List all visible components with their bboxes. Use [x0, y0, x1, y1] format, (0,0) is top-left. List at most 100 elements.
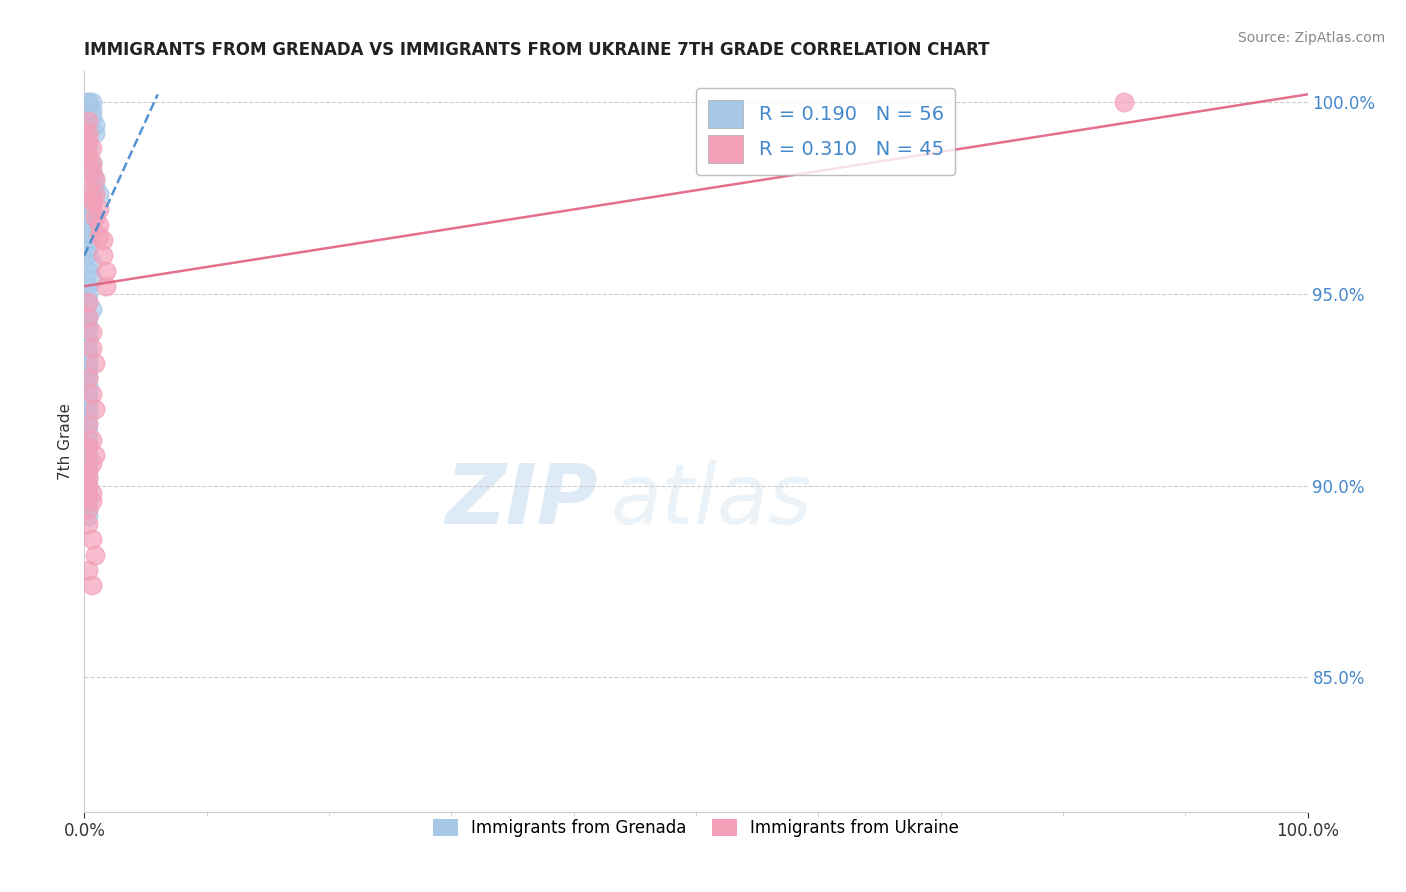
Point [77, 501, 100, 516]
Point [77, 133, 100, 147]
Y-axis label: 7th Grade: 7th Grade [58, 403, 73, 480]
Point [80, 302, 103, 317]
Point [80, 103, 103, 117]
Point [77, 279, 100, 293]
Point [77, 318, 100, 332]
Point [77, 286, 100, 301]
Point [84, 179, 107, 194]
Text: ZIP: ZIP [446, 460, 598, 541]
Point [77, 126, 100, 140]
Point [77, 141, 100, 155]
Point [77, 463, 100, 477]
Point [87, 229, 110, 244]
Point [77, 348, 100, 362]
Point [87, 202, 110, 217]
Point [80, 456, 103, 470]
Legend: Immigrants from Grenada, Immigrants from Ukraine: Immigrants from Grenada, Immigrants from… [426, 813, 966, 844]
Text: IMMIGRANTS FROM GRENADA VS IMMIGRANTS FROM UKRAINE 7TH GRADE CORRELATION CHART: IMMIGRANTS FROM GRENADA VS IMMIGRANTS FR… [84, 41, 990, 59]
Point [77, 394, 100, 409]
Point [77, 386, 100, 401]
Point [80, 141, 103, 155]
Point [77, 333, 100, 347]
Point [77, 363, 100, 377]
Point [80, 191, 103, 205]
Point [77, 494, 100, 508]
Point [77, 210, 100, 224]
Text: atlas: atlas [610, 460, 813, 541]
Point [77, 509, 100, 524]
Point [77, 440, 100, 454]
Point [80, 486, 103, 500]
Point [77, 95, 100, 109]
Point [80, 95, 103, 109]
Point [77, 417, 100, 432]
Point [77, 433, 100, 447]
Point [77, 310, 100, 324]
Point [87, 218, 110, 232]
Point [80, 111, 103, 125]
Point [77, 409, 100, 424]
Point [84, 448, 107, 462]
Point [84, 171, 107, 186]
Point [80, 533, 103, 547]
Point [77, 356, 100, 370]
Point [84, 118, 107, 132]
Point [77, 248, 100, 262]
Point [77, 95, 100, 109]
Point [77, 241, 100, 255]
Point [77, 471, 100, 485]
Point [77, 463, 100, 477]
Point [91, 248, 114, 262]
Point [77, 478, 100, 492]
Point [77, 294, 100, 309]
Point [77, 486, 100, 500]
Point [77, 310, 100, 324]
Point [80, 433, 103, 447]
Point [80, 164, 103, 178]
Point [80, 156, 103, 170]
Point [84, 210, 107, 224]
Point [80, 325, 103, 339]
Point [77, 341, 100, 355]
Point [77, 440, 100, 454]
Point [80, 218, 103, 232]
Point [77, 563, 100, 577]
Point [77, 371, 100, 385]
Point [77, 325, 100, 339]
Point [80, 578, 103, 592]
Point [77, 456, 100, 470]
Point [77, 448, 100, 462]
Point [84, 401, 107, 416]
Point [77, 371, 100, 385]
Point [80, 386, 103, 401]
Point [77, 114, 100, 128]
Point [77, 133, 100, 147]
Point [77, 149, 100, 163]
Point [84, 356, 107, 370]
Point [77, 194, 100, 209]
Point [77, 264, 100, 278]
Point [77, 471, 100, 485]
Point [80, 256, 103, 270]
Point [77, 179, 100, 194]
Point [77, 516, 100, 531]
Point [77, 226, 100, 240]
Point [91, 233, 114, 247]
Point [84, 126, 107, 140]
Point [80, 194, 103, 209]
Point [80, 271, 103, 285]
Point [80, 202, 103, 217]
Point [77, 294, 100, 309]
Point [80, 164, 103, 178]
Point [96, 279, 118, 293]
Point [80, 341, 103, 355]
Point [96, 264, 118, 278]
Point [84, 187, 107, 202]
Point [77, 417, 100, 432]
Point [80, 494, 103, 508]
Point [77, 501, 100, 516]
Text: Source: ZipAtlas.com: Source: ZipAtlas.com [1237, 31, 1385, 45]
Point [77, 478, 100, 492]
Point [1114, 95, 1136, 109]
Point [77, 425, 100, 439]
